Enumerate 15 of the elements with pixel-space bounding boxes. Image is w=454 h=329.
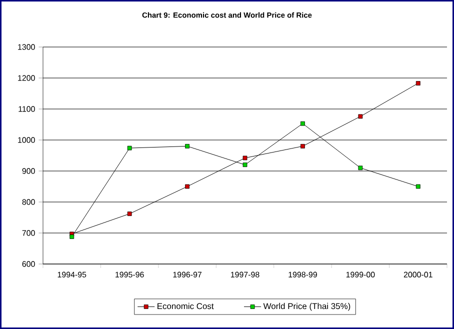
legend-label: World Price (Thai 35%) xyxy=(263,302,350,311)
point xyxy=(185,144,190,148)
point xyxy=(358,114,363,119)
point xyxy=(242,156,248,160)
point xyxy=(416,184,420,189)
point xyxy=(185,184,190,189)
point xyxy=(300,121,305,126)
point xyxy=(358,166,363,170)
legend-label: Economic Cost xyxy=(158,302,214,310)
point xyxy=(127,212,132,216)
point xyxy=(70,234,74,239)
point xyxy=(416,81,420,86)
point xyxy=(242,162,248,167)
point xyxy=(300,144,305,148)
point xyxy=(127,146,132,150)
